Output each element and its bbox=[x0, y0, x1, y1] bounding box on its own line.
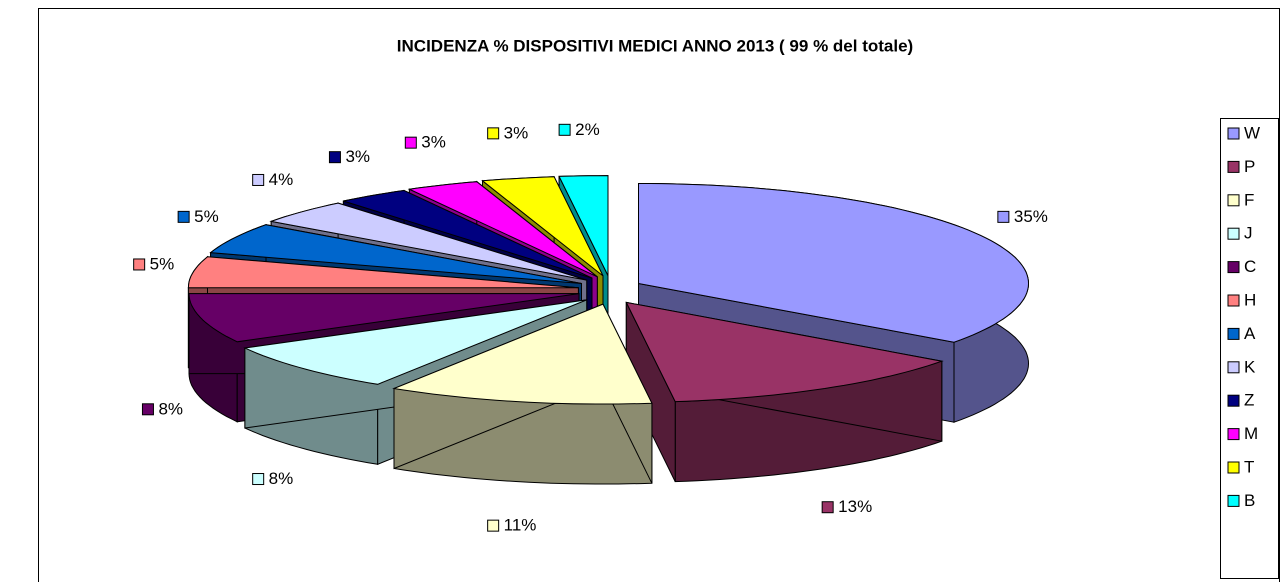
legend-label: H bbox=[1244, 290, 1256, 309]
legend-label: Z bbox=[1244, 391, 1254, 410]
slice-top bbox=[481, 176, 604, 277]
slice-top bbox=[243, 299, 587, 385]
legend-swatch bbox=[1227, 494, 1240, 507]
slice-top bbox=[188, 293, 580, 343]
legend-label: T bbox=[1244, 457, 1254, 476]
label-swatch bbox=[252, 473, 265, 486]
legend-label: A bbox=[1244, 324, 1256, 343]
slice bbox=[392, 303, 653, 485]
data-label: 3% bbox=[504, 123, 529, 142]
legend-swatch bbox=[1227, 227, 1240, 240]
data-label: 13% bbox=[838, 497, 872, 516]
label-swatch bbox=[133, 258, 146, 271]
label-swatch bbox=[252, 173, 265, 186]
legend-label: P bbox=[1244, 157, 1255, 176]
legend-label: C bbox=[1244, 257, 1256, 276]
label-swatch bbox=[487, 519, 500, 532]
legend-swatch bbox=[1227, 261, 1240, 274]
label-swatch bbox=[558, 123, 571, 136]
label-swatch bbox=[487, 127, 500, 140]
slice-top bbox=[407, 181, 598, 278]
data-label: 2% bbox=[575, 120, 600, 139]
legend-label: M bbox=[1244, 424, 1258, 443]
slice-top bbox=[558, 175, 609, 276]
slice bbox=[625, 301, 944, 483]
legend-swatch bbox=[1227, 294, 1240, 307]
data-label: 35% bbox=[1014, 207, 1048, 226]
data-label: 3% bbox=[421, 133, 446, 152]
data-label: 5% bbox=[150, 254, 175, 273]
slice-top bbox=[187, 256, 579, 289]
legend-label: K bbox=[1244, 357, 1256, 376]
legend-label: W bbox=[1244, 123, 1260, 142]
legend-swatch bbox=[1227, 394, 1240, 407]
slice-top bbox=[625, 301, 944, 403]
chart-title: INCIDENZA % DISPOSITIVI MEDICI ANNO 2013… bbox=[397, 36, 913, 55]
data-label: 4% bbox=[269, 170, 294, 189]
data-label: 3% bbox=[345, 147, 370, 166]
legend-swatch bbox=[1227, 461, 1240, 474]
data-label: 8% bbox=[269, 469, 294, 488]
legend-swatch bbox=[1227, 194, 1240, 207]
label-swatch bbox=[821, 501, 834, 514]
slice-top bbox=[209, 224, 582, 284]
label-swatch bbox=[404, 136, 417, 149]
legend-label: F bbox=[1244, 190, 1254, 209]
legend-label: J bbox=[1244, 224, 1253, 243]
data-label: 8% bbox=[158, 399, 183, 418]
legend-swatch bbox=[1227, 428, 1240, 441]
label-swatch bbox=[997, 210, 1010, 223]
data-label: 11% bbox=[504, 516, 537, 535]
legend-label: B bbox=[1244, 491, 1255, 510]
slice-top bbox=[269, 202, 587, 281]
label-swatch bbox=[328, 151, 341, 164]
legend-swatch bbox=[1227, 127, 1240, 140]
label-swatch bbox=[177, 210, 190, 223]
legend-swatch bbox=[1227, 361, 1240, 374]
legend-swatch bbox=[1227, 327, 1240, 340]
slice-top bbox=[343, 189, 593, 279]
label-swatch bbox=[141, 403, 154, 416]
slice-top bbox=[638, 183, 1030, 343]
slice-top bbox=[392, 303, 653, 405]
data-label: 5% bbox=[194, 207, 219, 226]
legend-swatch bbox=[1227, 160, 1240, 173]
